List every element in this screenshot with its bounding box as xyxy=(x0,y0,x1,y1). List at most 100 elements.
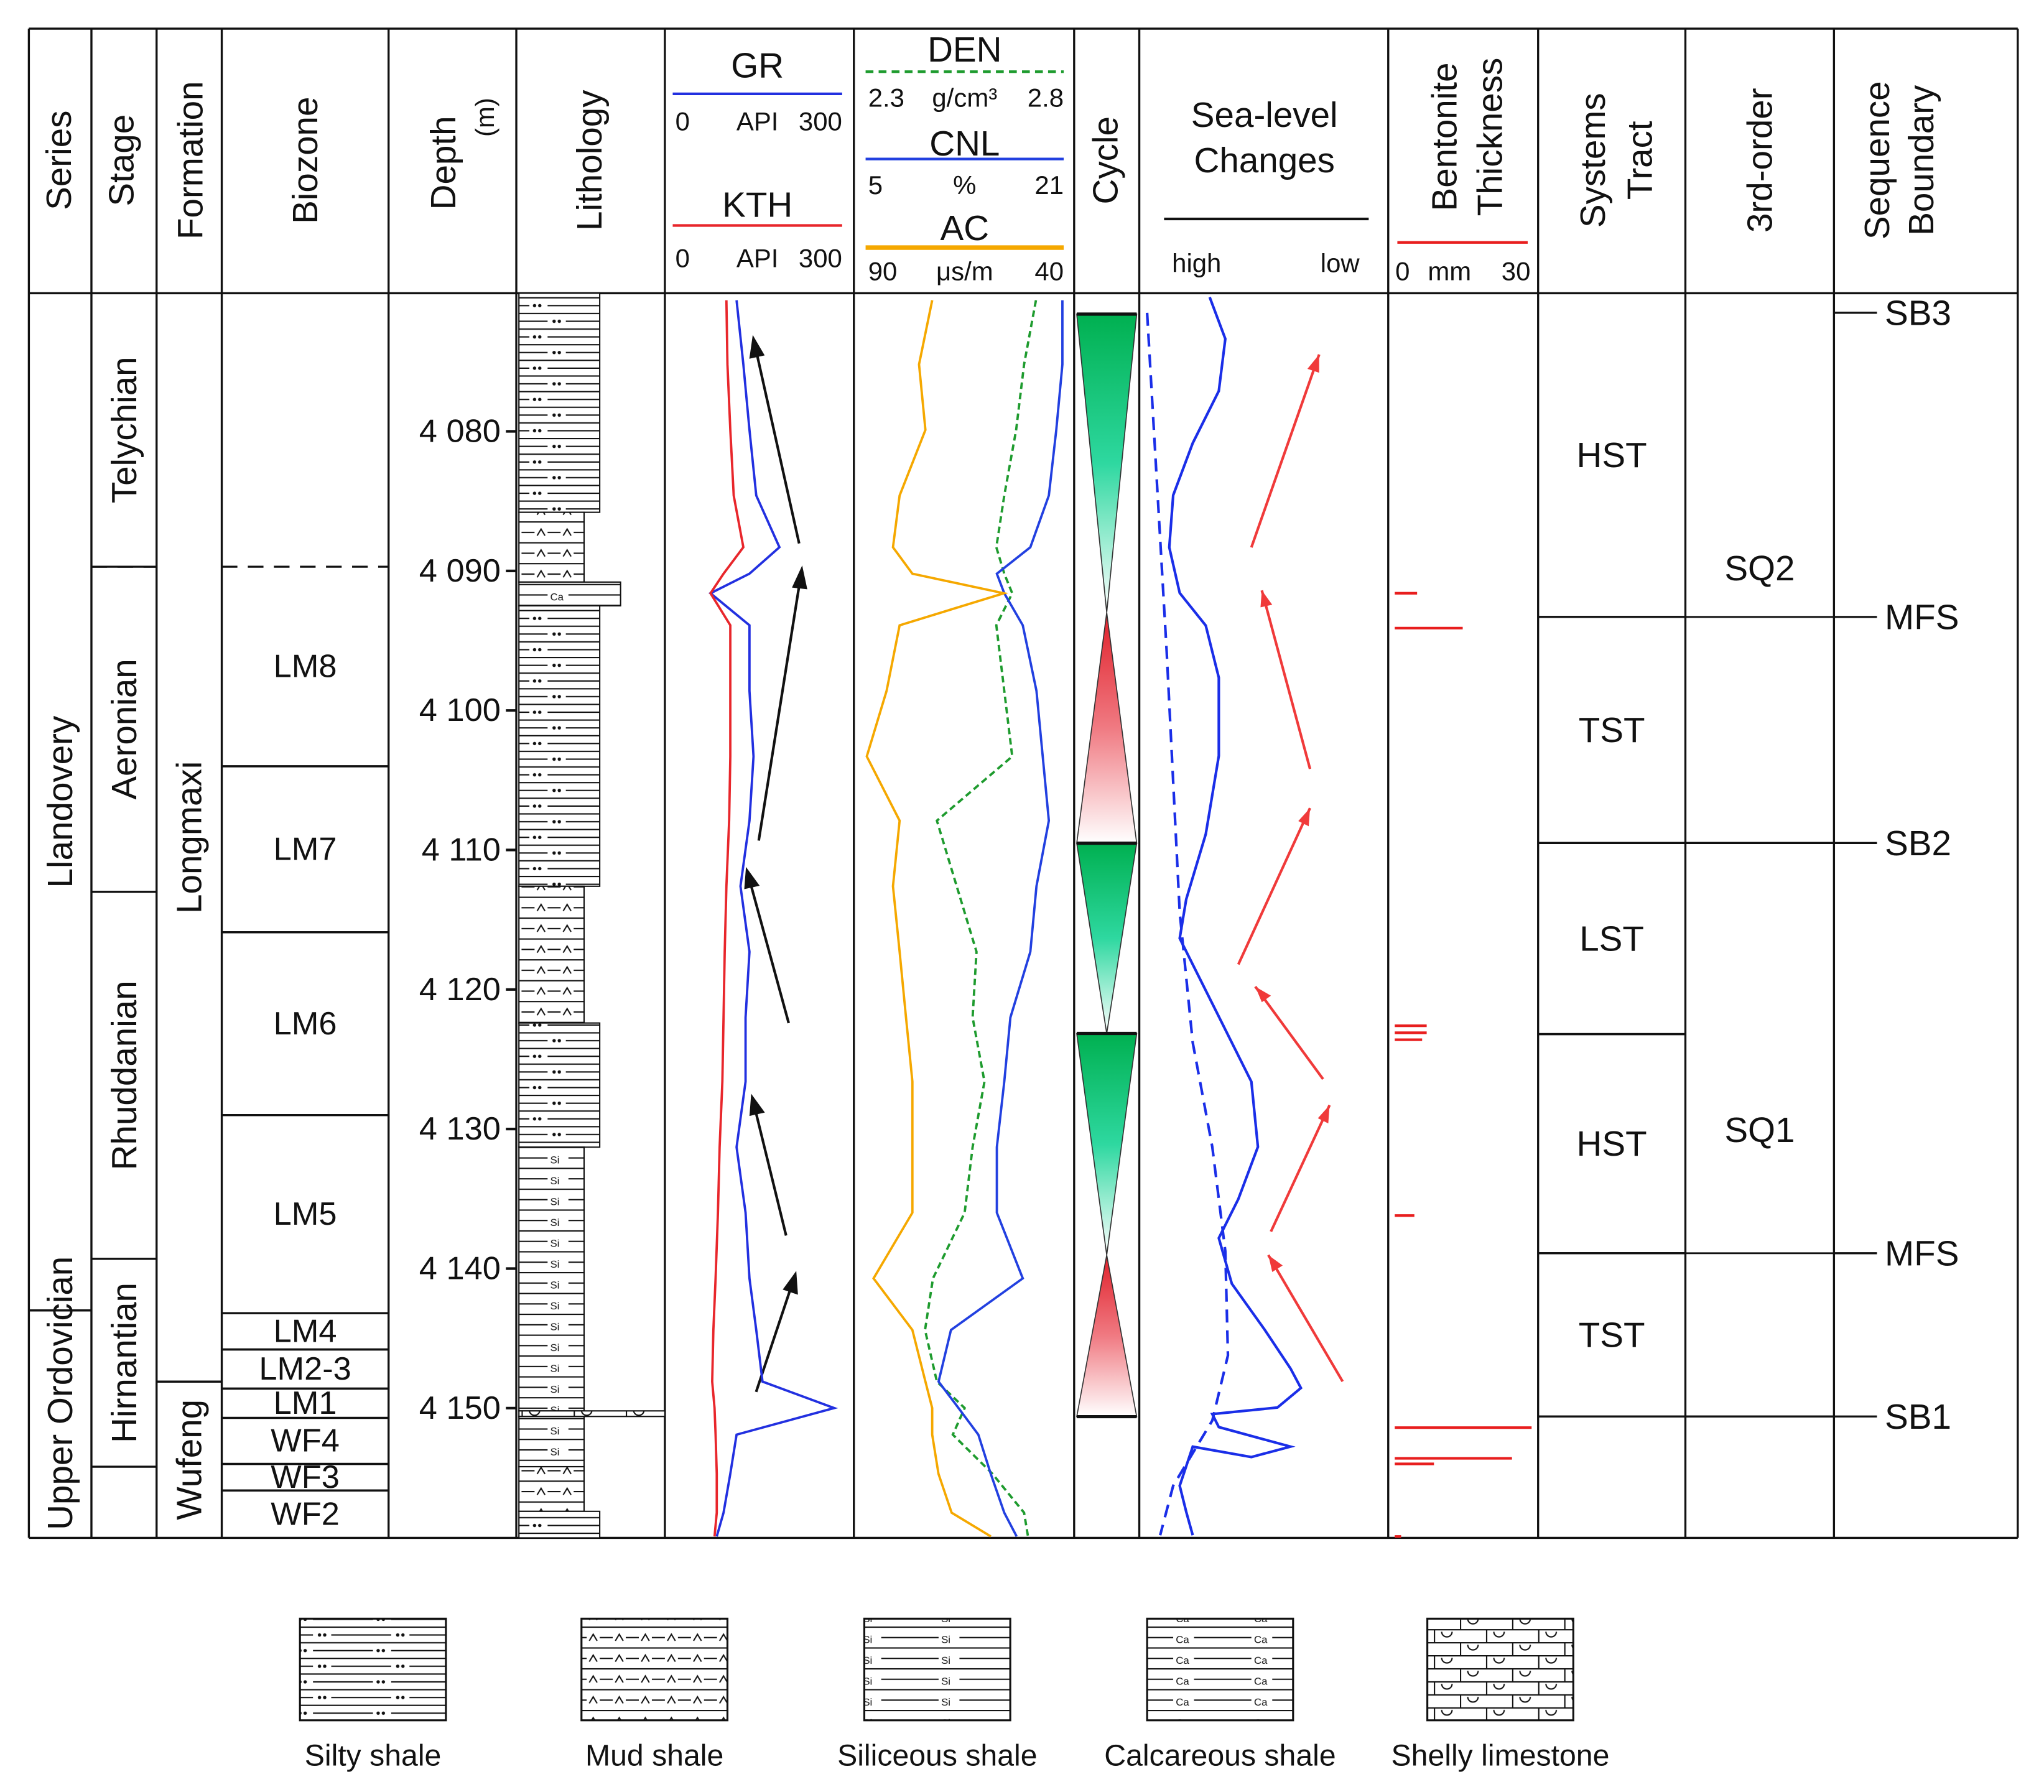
scale-max: 40 xyxy=(1034,256,1064,286)
interval-label: TST xyxy=(1579,710,1645,750)
legend-swatch xyxy=(1426,1617,1574,1722)
scale-max: 300 xyxy=(799,106,842,136)
curve-name: GR xyxy=(731,45,784,85)
cycles xyxy=(1075,312,1138,1419)
data-layer: 4 080 4 090 4 100 4 110 4 120 4 130 4 140 4 150… xyxy=(29,30,1959,1772)
log-curve xyxy=(924,300,1038,1537)
scale-unit: μs/m xyxy=(936,256,993,286)
scale-min: 2.3 xyxy=(868,83,904,113)
log-curve xyxy=(708,300,745,1537)
interval-label: Wufeng xyxy=(170,1400,209,1520)
log-curve xyxy=(865,300,1009,1538)
interval-label: HST xyxy=(1577,435,1647,475)
header-label: low xyxy=(1321,249,1360,278)
header: Systems xyxy=(1573,93,1612,228)
depth-tick-label: 4 130 xyxy=(419,1111,501,1147)
legend-swatch xyxy=(580,1617,729,1722)
lithology-bed xyxy=(518,581,621,606)
interval-label: LM8 xyxy=(274,649,337,685)
legend-swatch xyxy=(863,1617,1011,1722)
scale-max: 21 xyxy=(1034,170,1064,200)
lithology-bed xyxy=(518,605,601,887)
log-curve xyxy=(708,300,839,1537)
interval-label: LST xyxy=(1579,919,1644,958)
scale-min: 0 xyxy=(676,243,690,272)
legend-label: Calcareous shale xyxy=(1104,1739,1336,1772)
scale-unit: mm xyxy=(1428,256,1471,286)
interval-label: LM7 xyxy=(274,831,337,867)
boundary-label: SB2 xyxy=(1885,824,1951,863)
scale-unit: g/cm³ xyxy=(932,83,997,113)
boundary-label: MFS xyxy=(1885,1233,1959,1273)
interval-label: TST xyxy=(1579,1316,1645,1355)
interval-label: SQ1 xyxy=(1724,1110,1795,1149)
sea-level xyxy=(1146,296,1344,1536)
lithology-bed xyxy=(518,1410,666,1418)
interval-label: Longmaxi xyxy=(170,761,209,914)
boundary-label: SB3 xyxy=(1885,293,1951,332)
legend-label: Siliceous shale xyxy=(837,1739,1037,1772)
scale-unit: API xyxy=(736,106,779,136)
interval-label: WF3 xyxy=(271,1459,340,1495)
depth-tick-label: 4 140 xyxy=(419,1250,501,1286)
boundary-label: SB1 xyxy=(1885,1397,1951,1436)
header: Series xyxy=(39,111,78,210)
interval-label: WF2 xyxy=(271,1496,340,1532)
legend-swatch xyxy=(299,1617,447,1722)
header: Sea-level xyxy=(1191,95,1338,134)
header: Depth xyxy=(424,116,463,210)
interval-label: Llandovery xyxy=(40,715,80,888)
depth-tick-label: 4 080 xyxy=(419,414,501,450)
curve-name: CNL xyxy=(929,124,1000,163)
curve-name: DEN xyxy=(927,30,1001,69)
interval-label: Upper Ordovician xyxy=(40,1256,80,1530)
lithology-bed xyxy=(518,1510,601,1539)
interval-label: LM2-3 xyxy=(259,1351,351,1387)
scale-min: 90 xyxy=(868,256,898,286)
header: Thickness xyxy=(1470,58,1510,216)
scale-unit: % xyxy=(953,170,976,200)
scale-max: 2.8 xyxy=(1028,83,1064,113)
interval-label: LM6 xyxy=(274,1006,337,1042)
lithology-bed xyxy=(518,1416,585,1468)
header: Boundary xyxy=(1902,85,1941,236)
legend-label: Shelly limestone xyxy=(1391,1739,1610,1772)
depth-tick-label: 4 120 xyxy=(419,972,501,1008)
header: Formation xyxy=(171,81,210,239)
header-label: high xyxy=(1172,249,1221,278)
legend-label: Silty shale xyxy=(305,1739,442,1772)
header: Stage xyxy=(102,114,141,207)
header: Changes xyxy=(1194,141,1335,180)
header: Bentonite xyxy=(1424,62,1464,211)
scale-max: 300 xyxy=(799,243,842,272)
boundary-label: MFS xyxy=(1885,597,1959,636)
header: Biozone xyxy=(286,97,325,224)
table-grid xyxy=(27,27,2019,1539)
depth-tick-label: 4 150 xyxy=(419,1390,501,1426)
log-curve xyxy=(937,300,1064,1537)
interval-label: Rhuddanian xyxy=(105,980,144,1170)
lithology-bed xyxy=(518,1022,601,1148)
interval-label: Hirnantian xyxy=(105,1283,144,1443)
depth-tick-label: 4 090 xyxy=(419,553,501,589)
interval-label: WF4 xyxy=(271,1423,340,1459)
lithology-bed xyxy=(518,292,601,513)
interval-label: LM1 xyxy=(274,1385,337,1421)
interval-label: Telychian xyxy=(105,356,144,503)
scale-max: 30 xyxy=(1502,256,1531,286)
depth-tick-label: 4 110 xyxy=(422,832,501,868)
gr-trend-arrows xyxy=(744,335,807,1393)
scale-unit: API xyxy=(736,243,779,272)
lithology-bed xyxy=(518,1465,585,1512)
scale-min: 5 xyxy=(868,170,883,200)
curve-name: KTH xyxy=(722,185,792,224)
lithology-bed xyxy=(518,511,585,583)
interval-label: SQ2 xyxy=(1724,549,1795,588)
interval-label: LM4 xyxy=(274,1313,337,1349)
curve-name: AC xyxy=(941,208,990,248)
interval-label: LM5 xyxy=(274,1196,337,1232)
scale-min: 0 xyxy=(676,106,690,136)
lithology-bed xyxy=(518,885,585,1024)
